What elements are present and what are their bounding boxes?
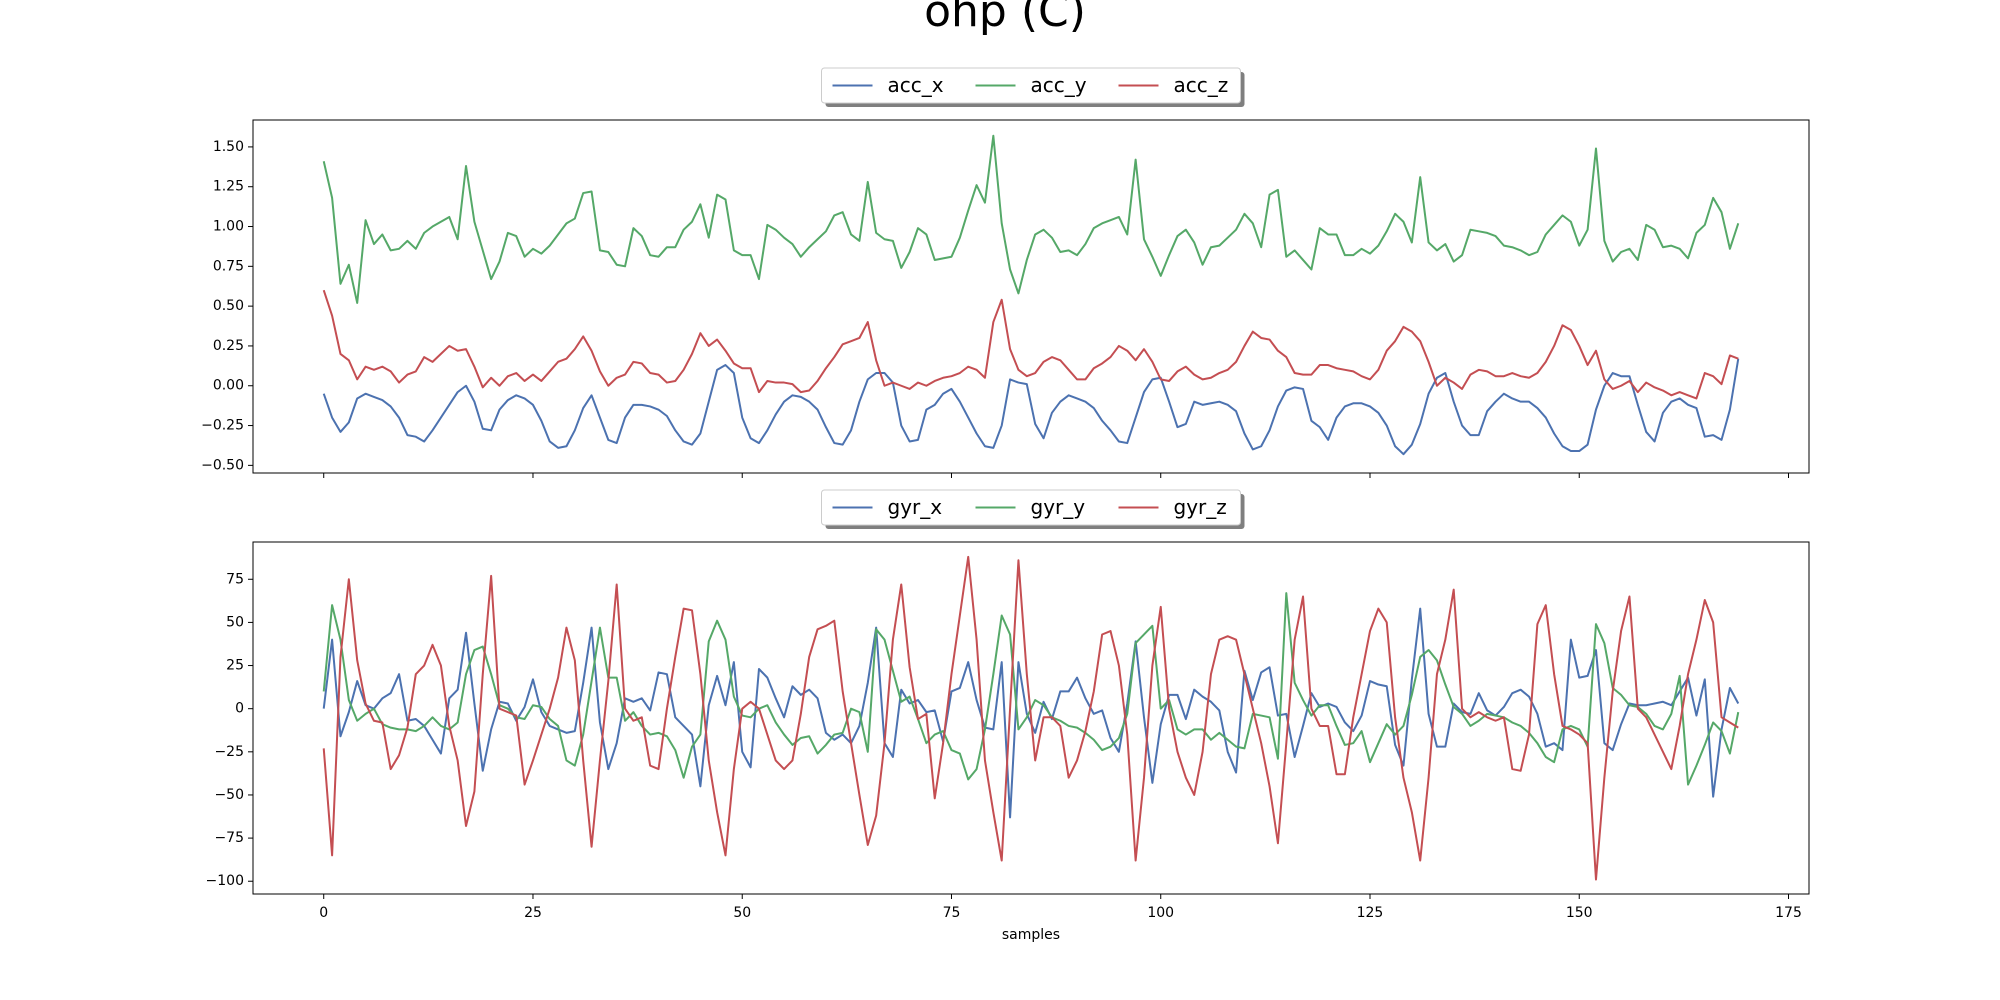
legend: gyr_x gyr_y gyr_z — [821, 489, 1245, 529]
axes-frame — [252, 541, 1810, 895]
legend: acc_x acc_y acc_z — [821, 67, 1245, 107]
legend-label: acc_z — [1174, 73, 1229, 97]
x-tick-label: 125 — [1357, 905, 1384, 921]
series-line — [322, 358, 1740, 456]
axes-frame — [252, 119, 1810, 474]
series-line — [322, 134, 1740, 304]
y-tick-label: 0.25 — [213, 338, 244, 354]
y-tick-label: 0.75 — [213, 258, 244, 274]
y-tick-label: 0.50 — [213, 298, 244, 314]
legend-label: gyr_z — [1174, 495, 1227, 519]
figure-title: ohp (C) — [924, 0, 1086, 37]
y-tick-label: 1.25 — [213, 179, 244, 195]
x-axis-label: samples — [1002, 927, 1060, 943]
y-tick-label: 0 — [235, 701, 244, 717]
legend-label: gyr_y — [1031, 495, 1086, 519]
series-line — [322, 555, 1739, 881]
y-tick-label: −50 — [214, 787, 244, 803]
x-tick-label: 75 — [943, 905, 961, 921]
y-tick-label: −75 — [214, 830, 244, 846]
x-tick-label: 25 — [524, 905, 542, 921]
axes: −100 −75 −50 −25 0 25 50 75 0 25 50 75 100 125 150 175 s… — [206, 541, 1810, 943]
series-line — [322, 289, 1739, 400]
y-tick-label: 0.00 — [213, 378, 244, 394]
y-tick-label: 50 — [226, 614, 244, 630]
legend-label: acc_y — [1031, 73, 1087, 97]
legend-box — [821, 489, 1241, 526]
y-tick-label: 1.00 — [213, 219, 244, 235]
y-tick-label: −0.25 — [201, 418, 244, 434]
legend-label: gyr_x — [888, 495, 943, 519]
x-tick-label: 100 — [1147, 905, 1174, 921]
y-tick-label: 75 — [226, 571, 244, 587]
legend-box — [821, 67, 1241, 104]
x-tick-label: 50 — [733, 905, 751, 921]
x-tick-label: 175 — [1775, 905, 1802, 921]
legend-label: acc_x — [888, 73, 944, 97]
y-tick-label: −0.50 — [201, 457, 244, 473]
y-tick-label: 25 — [226, 658, 244, 674]
y-tick-label: −25 — [214, 744, 244, 760]
axes: −0.50 −0.25 0.00 0.25 0.50 0.75 1.00 1.25 1.50 — [201, 119, 1810, 478]
x-tick-label: 0 — [319, 905, 328, 921]
y-tick-label: −100 — [206, 873, 244, 889]
y-tick-label: 1.50 — [213, 139, 244, 155]
x-tick-label: 150 — [1566, 905, 1593, 921]
